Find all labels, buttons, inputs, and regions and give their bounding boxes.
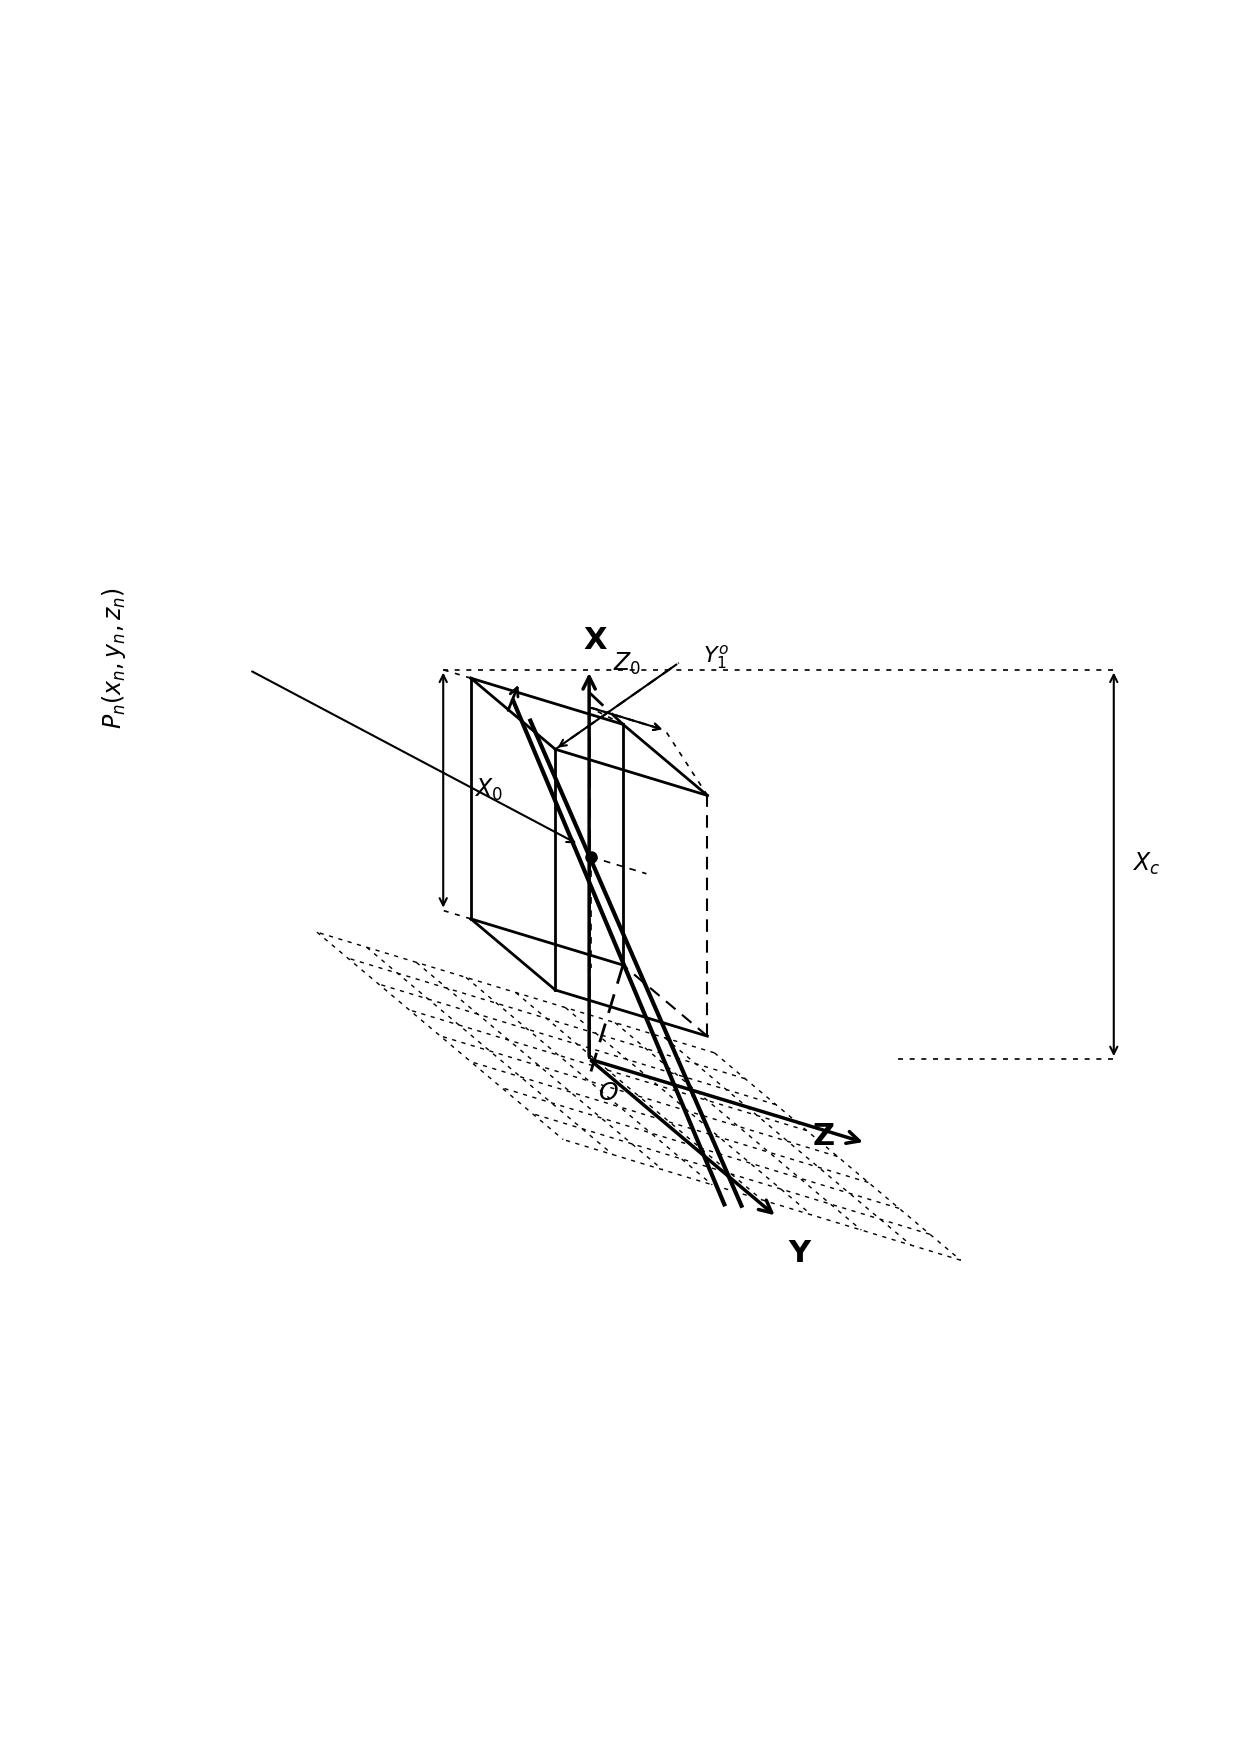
Text: $P_n(x_n,y_n,z_n)$: $P_n(x_n,y_n,z_n)$ [100, 586, 128, 729]
Text: O: O [599, 1081, 619, 1105]
Text: $X_0$: $X_0$ [474, 776, 502, 803]
Text: Z: Z [812, 1123, 835, 1151]
Text: $X_c$: $X_c$ [1132, 852, 1161, 878]
Text: Y: Y [787, 1239, 810, 1269]
Text: X: X [584, 627, 608, 655]
Text: $Z_0$: $Z_0$ [613, 651, 641, 678]
Text: $Y_1^o$: $Y_1^o$ [703, 642, 729, 671]
